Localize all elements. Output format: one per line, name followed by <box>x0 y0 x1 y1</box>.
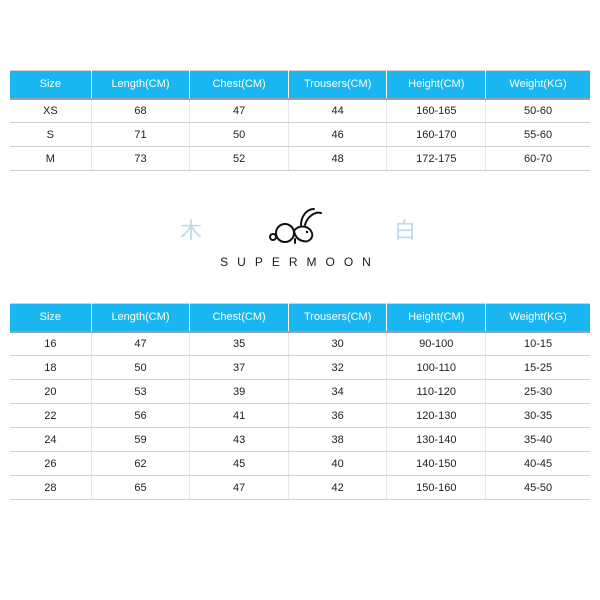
cell: 47 <box>190 99 289 123</box>
cell: 20 <box>10 380 91 404</box>
cell: 40 <box>288 452 387 476</box>
cell: 59 <box>91 428 190 452</box>
col-header: Chest(CM) <box>190 304 289 332</box>
brand-block: 木 白 SUPERMOON <box>10 207 590 269</box>
cell: 45-50 <box>486 476 590 500</box>
cell: 160-165 <box>387 99 486 123</box>
table-row: 20533934110-12025-30 <box>10 380 590 404</box>
col-header: Height(CM) <box>387 71 486 99</box>
cell: 40-45 <box>486 452 590 476</box>
cell: 172-175 <box>387 147 486 171</box>
table-row: XS684744160-16550-60 <box>10 99 590 123</box>
brand-text: SUPERMOON <box>10 255 590 269</box>
cell: 39 <box>190 380 289 404</box>
col-header: Chest(CM) <box>190 71 289 99</box>
table-row: 22564136120-13030-35 <box>10 404 590 428</box>
cell: S <box>10 123 91 147</box>
cell: 53 <box>91 380 190 404</box>
col-header: Weight(KG) <box>486 71 590 99</box>
cell: 30-35 <box>486 404 590 428</box>
col-header: Weight(KG) <box>486 304 590 332</box>
size-table-kids: SizeLength(CM)Chest(CM)Trousers(CM)Heigh… <box>10 303 590 500</box>
cell: 50-60 <box>486 99 590 123</box>
cell: 24 <box>10 428 91 452</box>
col-header: Size <box>10 71 91 99</box>
cell: 150-160 <box>387 476 486 500</box>
cell: 65 <box>91 476 190 500</box>
cell: 50 <box>190 123 289 147</box>
cell: 71 <box>91 123 190 147</box>
col-header: Trousers(CM) <box>288 71 387 99</box>
cell: 15-25 <box>486 356 590 380</box>
rabbit-logo-icon <box>265 207 335 247</box>
cell: 45 <box>190 452 289 476</box>
cell: 110-120 <box>387 380 486 404</box>
col-header: Length(CM) <box>91 71 190 99</box>
cell: 25-30 <box>486 380 590 404</box>
table-row: 28654742150-16045-50 <box>10 476 590 500</box>
cell: 35-40 <box>486 428 590 452</box>
cell: 56 <box>91 404 190 428</box>
col-header: Length(CM) <box>91 304 190 332</box>
cell: 73 <box>91 147 190 171</box>
cell: 50 <box>91 356 190 380</box>
cell: 36 <box>288 404 387 428</box>
cell: XS <box>10 99 91 123</box>
cell: 60-70 <box>486 147 590 171</box>
table-row: 26624540140-15040-45 <box>10 452 590 476</box>
table-row: 1647353090-10010-15 <box>10 332 590 356</box>
cell: 37 <box>190 356 289 380</box>
cell: 42 <box>288 476 387 500</box>
cell: 48 <box>288 147 387 171</box>
table-row: S715046160-17055-60 <box>10 123 590 147</box>
cell: 160-170 <box>387 123 486 147</box>
cell: 52 <box>190 147 289 171</box>
cell: 26 <box>10 452 91 476</box>
cell: 34 <box>288 380 387 404</box>
cell: 47 <box>91 332 190 356</box>
cell: 47 <box>190 476 289 500</box>
cell: 140-150 <box>387 452 486 476</box>
table-row: M735248172-17560-70 <box>10 147 590 171</box>
cell: 10-15 <box>486 332 590 356</box>
col-header: Size <box>10 304 91 332</box>
cell: 90-100 <box>387 332 486 356</box>
col-header: Height(CM) <box>387 304 486 332</box>
cell: 28 <box>10 476 91 500</box>
cell: 32 <box>288 356 387 380</box>
cell: 41 <box>190 404 289 428</box>
cell: 30 <box>288 332 387 356</box>
table-row: 24594338130-14035-40 <box>10 428 590 452</box>
cell: 62 <box>91 452 190 476</box>
cell: 100-110 <box>387 356 486 380</box>
cell: 120-130 <box>387 404 486 428</box>
cell: 44 <box>288 99 387 123</box>
cell: 18 <box>10 356 91 380</box>
cell: 130-140 <box>387 428 486 452</box>
cell: 55-60 <box>486 123 590 147</box>
cell: 35 <box>190 332 289 356</box>
decor-glyph-right: 白 <box>394 213 416 245</box>
cell: 16 <box>10 332 91 356</box>
cell: 68 <box>91 99 190 123</box>
cell: 38 <box>288 428 387 452</box>
col-header: Trousers(CM) <box>288 304 387 332</box>
cell: 46 <box>288 123 387 147</box>
cell: M <box>10 147 91 171</box>
cell: 43 <box>190 428 289 452</box>
size-table-adult: SizeLength(CM)Chest(CM)Trousers(CM)Heigh… <box>10 70 590 171</box>
decor-glyph-left: 木 <box>180 213 202 245</box>
table-row: 18503732100-11015-25 <box>10 356 590 380</box>
cell: 22 <box>10 404 91 428</box>
